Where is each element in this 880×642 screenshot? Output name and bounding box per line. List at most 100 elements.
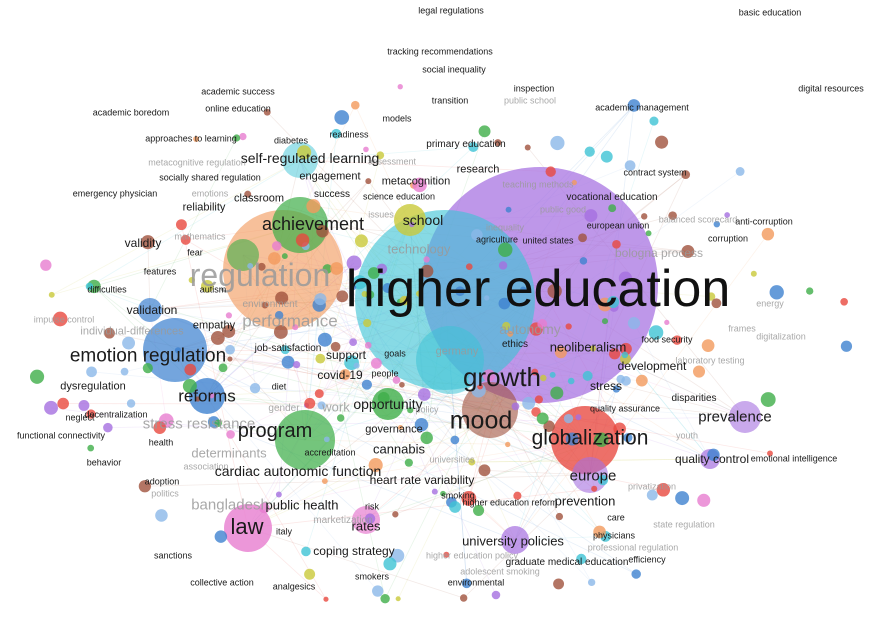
keyword-label-marketization[interactable]: marketization: [313, 515, 373, 526]
keyword-node[interactable]: [612, 385, 621, 393]
keyword-node[interactable]: [281, 355, 295, 369]
keyword-label-higher-education[interactable]: higher education: [345, 260, 731, 318]
keyword-label-neoliberalism[interactable]: neoliberalism: [549, 339, 627, 355]
keyword-node[interactable]: [531, 368, 539, 376]
keyword-node[interactable]: [524, 144, 531, 151]
keyword-node[interactable]: [655, 135, 669, 149]
keyword-node[interactable]: [627, 317, 641, 330]
keyword-label-law[interactable]: law: [230, 514, 264, 539]
keyword-node[interactable]: [589, 345, 597, 352]
keyword-node[interactable]: [104, 327, 115, 339]
keyword-node[interactable]: [395, 596, 401, 602]
keyword-node[interactable]: [415, 290, 423, 297]
keyword-label-performance[interactable]: performance: [242, 311, 338, 331]
keyword-node[interactable]: [608, 204, 617, 213]
keyword-node[interactable]: [545, 166, 556, 177]
keyword-label-diabetes[interactable]: diabetes: [273, 135, 309, 146]
keyword-node[interactable]: [536, 412, 549, 425]
keyword-node[interactable]: [339, 369, 351, 380]
keyword-node[interactable]: [175, 219, 187, 231]
keyword-label-quality-control[interactable]: quality control: [674, 452, 750, 466]
keyword-node[interactable]: [587, 578, 596, 587]
keyword-node[interactable]: [478, 464, 491, 477]
keyword-node[interactable]: [565, 323, 572, 330]
keyword-label-emotion-regulation[interactable]: emotion regulation: [69, 345, 227, 367]
keyword-bubble[interactable]: [416, 326, 484, 394]
keyword-node[interactable]: [769, 285, 784, 300]
keyword-node[interactable]: [498, 261, 508, 270]
keyword-label-analgesics[interactable]: analgesics: [272, 581, 316, 592]
keyword-label-disparities[interactable]: disparities: [671, 393, 717, 404]
keyword-node[interactable]: [423, 256, 430, 263]
keyword-node[interactable]: [750, 270, 757, 277]
keyword-node[interactable]: [142, 363, 153, 374]
keyword-label-fear[interactable]: fear: [187, 247, 203, 258]
keyword-node[interactable]: [195, 396, 201, 402]
keyword-node[interactable]: [618, 271, 633, 285]
keyword-node[interactable]: [681, 170, 691, 179]
keyword-label-models[interactable]: models: [382, 113, 412, 124]
keyword-node[interactable]: [275, 291, 289, 305]
keyword-label-legal-regulations[interactable]: legal regulations: [418, 5, 484, 16]
keyword-node[interactable]: [140, 235, 155, 250]
keyword-label-mood[interactable]: mood: [449, 406, 513, 435]
keyword-node[interactable]: [584, 209, 598, 223]
keyword-node[interactable]: [174, 347, 182, 354]
keyword-label-tracking-recommendations[interactable]: tracking recommendations: [387, 46, 493, 57]
keyword-label-program[interactable]: program: [237, 420, 313, 442]
keyword-node[interactable]: [322, 264, 333, 274]
keyword-label-privatization[interactable]: privatization: [627, 481, 677, 492]
keyword-node[interactable]: [407, 407, 414, 414]
keyword-node[interactable]: [600, 150, 613, 163]
keyword-bubble[interactable]: [394, 204, 426, 236]
keyword-label-emotional-intelligence[interactable]: emotional intelligence: [750, 453, 838, 464]
keyword-label-youth[interactable]: youth: [675, 430, 699, 441]
keyword-node[interactable]: [263, 108, 271, 116]
keyword-node[interactable]: [399, 381, 405, 388]
keyword-label-quality-assurance[interactable]: quality assurance: [589, 403, 661, 414]
keyword-node[interactable]: [52, 311, 68, 327]
keyword-node[interactable]: [550, 386, 564, 400]
keyword-node[interactable]: [336, 414, 345, 422]
keyword-bubble[interactable]: [572, 457, 608, 493]
keyword-node[interactable]: [261, 301, 269, 309]
keyword-label-people[interactable]: people: [371, 368, 399, 379]
keyword-node[interactable]: [85, 282, 94, 291]
keyword-node[interactable]: [668, 211, 677, 220]
keyword-label-anti-corruption[interactable]: anti-corruption: [735, 216, 793, 227]
keyword-node[interactable]: [498, 242, 513, 257]
keyword-node[interactable]: [214, 419, 222, 428]
keyword-label-reliability[interactable]: reliability: [182, 201, 226, 214]
keyword-node[interactable]: [701, 339, 715, 352]
keyword-node[interactable]: [473, 504, 485, 516]
keyword-label-laboratory-testing[interactable]: laboratory testing: [675, 355, 745, 366]
keyword-bubble[interactable]: [227, 239, 259, 271]
keyword-node[interactable]: [656, 483, 671, 497]
keyword-label-smokers[interactable]: smokers: [354, 571, 390, 582]
keyword-node[interactable]: [612, 240, 621, 249]
keyword-bubble[interactable]: [355, 210, 535, 390]
keyword-node[interactable]: [491, 590, 501, 600]
keyword-label-teaching-methods[interactable]: teaching methods: [502, 179, 574, 190]
keyword-label-impulse-control[interactable]: impulse control: [33, 314, 95, 325]
keyword-label-achievement[interactable]: achievement: [261, 214, 365, 234]
keyword-node[interactable]: [417, 388, 431, 401]
keyword-node[interactable]: [349, 338, 358, 347]
keyword-label-socially-shared-regulation[interactable]: socially shared regulation: [159, 172, 261, 183]
keyword-node[interactable]: [579, 257, 588, 265]
keyword-node[interactable]: [138, 480, 151, 493]
keyword-label-cannabis[interactable]: cannabis: [372, 441, 426, 457]
keyword-label-opportunity[interactable]: opportunity: [353, 396, 423, 412]
keyword-label-accreditation[interactable]: accreditation: [304, 447, 356, 458]
keyword-label-association[interactable]: association: [183, 461, 229, 472]
keyword-label-research[interactable]: research: [456, 163, 500, 176]
keyword-node[interactable]: [222, 324, 236, 338]
keyword-node[interactable]: [707, 448, 720, 462]
keyword-label-contract-system[interactable]: contract system: [623, 167, 687, 178]
keyword-node[interactable]: [323, 436, 330, 443]
keyword-node[interactable]: [292, 361, 301, 369]
keyword-node[interactable]: [184, 363, 197, 376]
keyword-node[interactable]: [226, 430, 235, 439]
keyword-node[interactable]: [268, 252, 281, 265]
keyword-label-collective-action[interactable]: collective action: [190, 577, 254, 588]
